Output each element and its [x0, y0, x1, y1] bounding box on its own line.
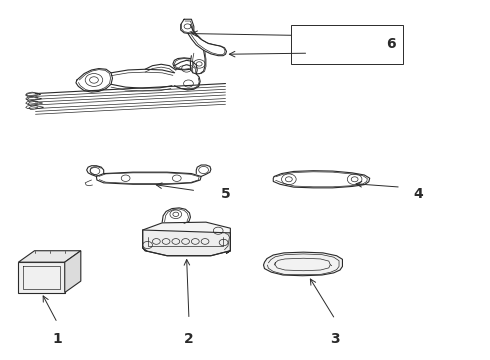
Polygon shape: [264, 252, 343, 276]
Text: 6: 6: [386, 37, 396, 51]
Text: 5: 5: [220, 187, 230, 201]
Polygon shape: [143, 222, 230, 239]
Polygon shape: [143, 230, 230, 256]
Polygon shape: [65, 251, 81, 293]
FancyBboxPatch shape: [291, 24, 403, 64]
Polygon shape: [19, 262, 65, 293]
Text: 3: 3: [330, 332, 340, 346]
Polygon shape: [19, 251, 81, 262]
Text: 1: 1: [52, 332, 62, 346]
Text: 4: 4: [413, 187, 423, 201]
Text: 2: 2: [184, 332, 194, 346]
